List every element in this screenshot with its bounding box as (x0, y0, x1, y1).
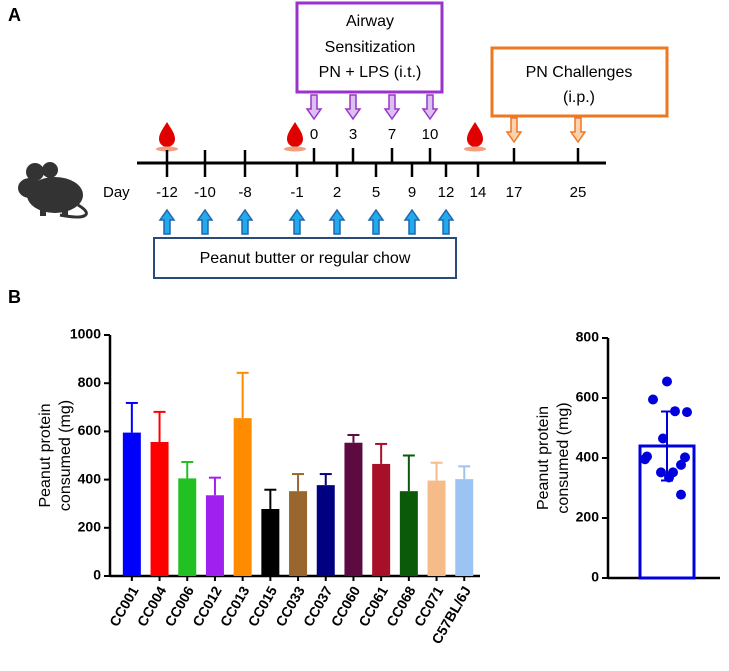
y-tick-label: 0 (93, 567, 101, 583)
data-point (648, 394, 658, 405)
y-tick-label: 400 (576, 449, 600, 465)
day-label: -1 (290, 184, 303, 201)
challenges-box (490, 46, 669, 118)
y-tick-label: 200 (576, 509, 600, 525)
arrow (403, 208, 421, 235)
day-label: 5 (372, 184, 380, 201)
data-point (662, 376, 672, 387)
box-text: Peanut butter or regular chow (200, 250, 411, 267)
data-point (668, 467, 678, 478)
bar (399, 491, 418, 576)
arrow (383, 94, 401, 121)
bar (344, 442, 363, 576)
data-point (656, 467, 666, 478)
arrow (196, 208, 214, 235)
arrow (569, 117, 587, 144)
day-label: -10 (194, 184, 216, 201)
box-text: PN + LPS (i.t.) (319, 64, 422, 81)
arrow (158, 208, 176, 235)
arrow (328, 208, 346, 235)
data-point (680, 452, 690, 463)
day-label: -8 (238, 184, 251, 201)
day-label: 10 (422, 126, 439, 143)
data-point (658, 433, 668, 444)
box-text: PN Challenges (526, 64, 633, 81)
bar (150, 442, 169, 576)
day-label: 12 (438, 184, 455, 201)
arrow (367, 208, 385, 235)
arrow (305, 94, 323, 121)
data-point (640, 454, 650, 465)
y-tick-label: 800 (78, 374, 102, 390)
y-tick-label: 600 (576, 389, 600, 405)
bar (372, 463, 391, 576)
day-label: 17 (506, 184, 523, 201)
y-tick-label: 1000 (70, 326, 101, 342)
y-axis-label: Peanut protein (37, 403, 54, 507)
y-tick-label: 200 (78, 519, 102, 535)
bar (233, 418, 252, 576)
y-tick-label: 600 (78, 422, 102, 438)
arrow (505, 117, 523, 144)
day-label: 25 (570, 184, 587, 201)
bar (122, 432, 141, 576)
diet-box (153, 237, 457, 279)
bar (205, 495, 224, 576)
y-tick-label: 0 (591, 569, 599, 585)
day-label: -12 (156, 184, 178, 201)
bar (316, 485, 335, 576)
box-text: (i.p.) (563, 89, 595, 106)
bar (289, 491, 308, 576)
data-point (670, 406, 680, 417)
day-label: 2 (333, 184, 341, 201)
y-tick-label: 400 (78, 470, 102, 486)
day-label: 3 (349, 126, 357, 143)
day-label: Day (103, 184, 130, 201)
sensitization-box (295, 1, 444, 94)
bar (427, 480, 446, 576)
data-point (676, 459, 686, 470)
bar (261, 509, 280, 576)
day-label: 9 (408, 184, 416, 201)
panel-label: A (8, 5, 21, 25)
y-axis-label: consumed (mg) (555, 402, 572, 513)
arrow (344, 94, 362, 121)
mouse-icon (18, 162, 88, 219)
day-label: 0 (310, 126, 318, 143)
day-label: 7 (388, 126, 396, 143)
bar (455, 479, 474, 576)
arrow (236, 208, 254, 235)
panel-label: B (8, 287, 21, 307)
arrow (421, 94, 439, 121)
y-tick-label: 800 (576, 329, 600, 345)
arrow (437, 208, 455, 235)
arrow (288, 208, 306, 235)
y-axis-label: Peanut protein (535, 406, 552, 510)
box-text: Airway (346, 13, 394, 30)
y-axis-label: consumed (mg) (57, 400, 74, 511)
bar (178, 478, 197, 576)
box-text: Sensitization (325, 39, 416, 56)
data-point (676, 489, 686, 500)
data-point (682, 407, 692, 418)
day-label: 14 (470, 184, 487, 201)
